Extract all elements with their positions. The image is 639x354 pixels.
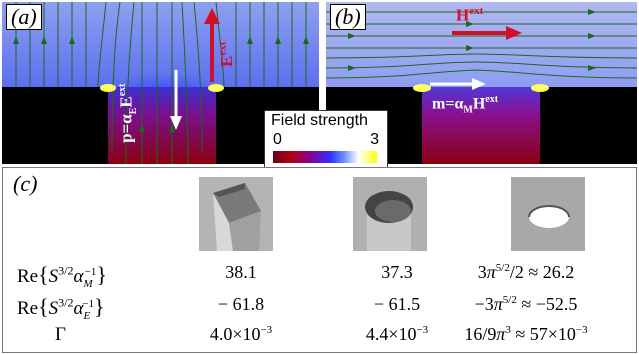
- colorbar-min: 0: [273, 131, 282, 148]
- colorbar-max: 3: [370, 131, 379, 148]
- cell-gamma-square: 4.0×10−3: [209, 324, 273, 344]
- external-h-label: Hext: [456, 5, 484, 25]
- cell-alpha-m-square: 38.1: [225, 262, 257, 282]
- cell-gamma-ellipse: 16/9π3 ≈ 57×10−3: [464, 324, 588, 344]
- panel-c-table: (c) Re{S3/2αM−1} 38.1 37.3 3π5/2/2 ≈ 26.…: [2, 167, 637, 353]
- metal-screen-left: [2, 87, 108, 164]
- metal-screen-right-b: [540, 87, 637, 164]
- external-e-label: Eext: [216, 41, 237, 68]
- panel-c-label: (c): [9, 172, 42, 196]
- cell-gamma-cylinder: 4.4×10−3: [365, 324, 429, 344]
- square-hole-image: [199, 177, 273, 251]
- panel-a-label: (a): [6, 4, 42, 30]
- electric-field-plot: [2, 2, 319, 164]
- panel-a-electric-field: (a) Eext p=αEEext: [2, 2, 319, 164]
- table-row-alpha-m: Re{S3/2αM−1} 38.1 37.3 3π5/2/2 ≈ 26.2: [3, 262, 638, 290]
- table-row-gamma: Γ 4.0×10−3 4.4×10−3 16/9π3 ≈ 57×10−3: [3, 324, 638, 352]
- elliptical-aperture-image: [511, 177, 585, 251]
- dipole-p-label: p=αEEext: [116, 83, 139, 143]
- dipole-m-label: m=αMHext: [432, 94, 499, 116]
- cell-alpha-e-ellipse: −3π5/2 ≈ −52.5: [474, 294, 578, 314]
- row-label-alpha-e: Re{S3/2αE−1}: [17, 294, 105, 322]
- cell-alpha-e-cylinder: − 61.5: [373, 294, 421, 314]
- field-arrowheads: [13, 36, 309, 132]
- cell-alpha-m-cylinder: 37.3: [381, 262, 413, 282]
- field-strength-colorbar: Field strength 0 3: [264, 110, 388, 168]
- panel-b-label: (b): [330, 4, 366, 30]
- table-row-alpha-e: Re{S3/2αE−1} − 61.8 − 61.5 −3π5/2 ≈ −52.…: [3, 294, 638, 322]
- colorbar-gradient: [273, 151, 377, 163]
- cylindrical-hole-image: [353, 177, 427, 251]
- row-label-alpha-m: Re{S3/2αM−1}: [17, 262, 107, 290]
- field-lines: [15, 2, 307, 164]
- cell-alpha-e-square: − 61.8: [217, 294, 265, 314]
- row-label-gamma: Γ: [55, 324, 66, 345]
- cell-alpha-m-ellipse: 3π5/2/2 ≈ 26.2: [477, 262, 575, 282]
- colorbar-title: Field strength: [271, 112, 368, 129]
- field-lines-b: [326, 11, 637, 79]
